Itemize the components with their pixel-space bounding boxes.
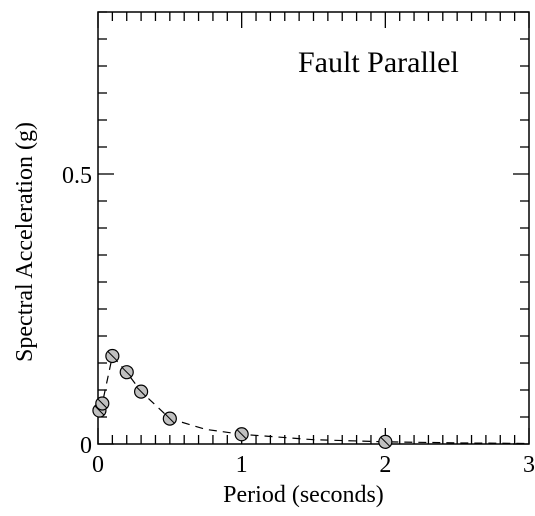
chart-title: Fault Parallel [298, 46, 459, 79]
data-point-stroke [97, 398, 108, 409]
x-axis-label: Period (seconds) [223, 482, 384, 508]
x-tick-label: 3 [523, 452, 535, 478]
data-point-stroke [107, 351, 118, 361]
x-tick-label: 1 [236, 452, 248, 478]
data-point [105, 348, 120, 364]
series-dashed-line [98, 354, 530, 445]
point-layer [92, 348, 393, 449]
data-point-stroke [94, 405, 105, 416]
data-point-stroke [380, 436, 391, 447]
x-tick-label: 0 [92, 452, 104, 478]
y-axis-label: Spectral Acceleration (g) [12, 122, 38, 362]
data-point [162, 411, 177, 426]
data-point [134, 384, 149, 399]
y-tick-label: 0 [80, 433, 92, 459]
tick-marks [97, 11, 530, 445]
y-tick-label: 0.5 [62, 163, 92, 189]
data-point-stroke [136, 386, 147, 397]
curve-layer [98, 354, 530, 445]
x-tick-label: 2 [379, 452, 391, 478]
data-point [234, 427, 249, 442]
data-point-stroke [121, 367, 132, 378]
data-point-stroke [164, 413, 175, 424]
data-point [119, 365, 134, 380]
data-point-stroke [236, 429, 247, 440]
data-point [95, 396, 110, 411]
tick-labels: 0 1 2 3 0 0.5 [62, 163, 535, 478]
data-point [378, 434, 393, 449]
